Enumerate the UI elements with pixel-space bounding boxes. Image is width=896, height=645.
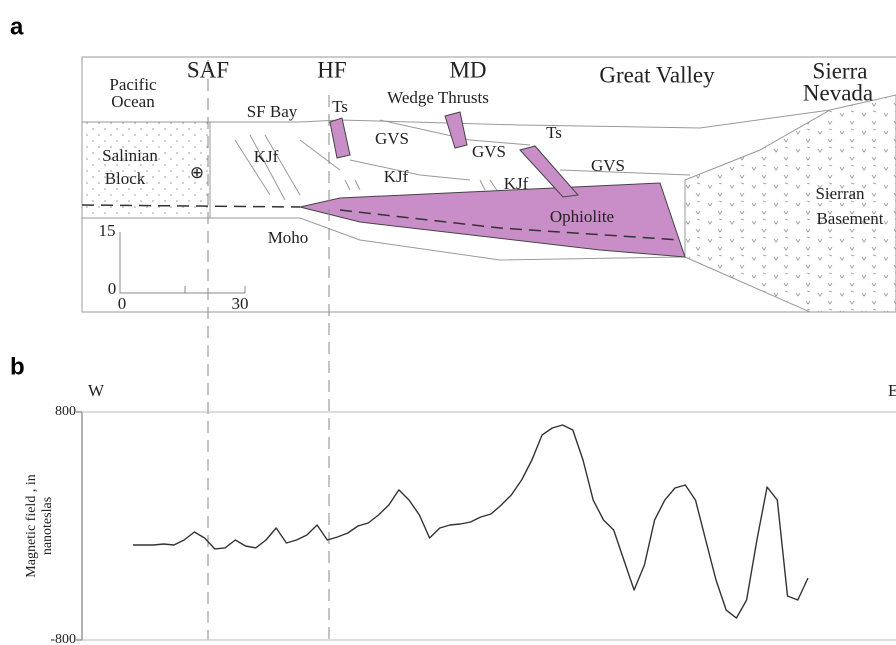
section-label: Basement [816, 209, 883, 228]
section-label: Ts [332, 97, 348, 116]
ophiolite-body [300, 183, 685, 257]
y-axis-label: nanoteslas [40, 497, 55, 555]
figure: a b W E SAFHFMDGreat ValleySierraNevadaP… [0, 0, 896, 645]
section-label: ⊕ [190, 163, 204, 182]
section-label: Moho [268, 228, 309, 247]
section-label: 30 [232, 294, 249, 313]
hf-body [330, 118, 350, 158]
section-label: Ophiolite [550, 207, 614, 226]
section-label: KJf [504, 174, 529, 193]
section-label: 15 [99, 221, 116, 240]
magnetic-profile [133, 425, 808, 618]
section-label: MD [449, 57, 486, 82]
section-label: HF [317, 57, 346, 82]
cross-section [82, 57, 896, 312]
section-label: Salinian [102, 146, 158, 165]
section-label: 0 [118, 294, 127, 313]
section-label: SF Bay [247, 102, 298, 121]
section-label: GVS [375, 129, 409, 148]
sierran-basement [685, 95, 896, 312]
section-label: Sierran [815, 184, 865, 203]
section-label: GVS [591, 156, 625, 175]
section-label: 0 [108, 279, 117, 298]
section-label: Block [105, 169, 146, 188]
y-axis-label: Magnetic field , in [24, 474, 39, 577]
scale-bar [120, 232, 245, 293]
east-label: E [888, 381, 896, 400]
section-label: KJf [384, 167, 409, 186]
md-body [445, 112, 467, 148]
section-label: Ts [546, 123, 562, 142]
section-label: KJf [254, 147, 279, 166]
section-label: Wedge Thrusts [387, 88, 489, 107]
section-label: SAF [187, 57, 229, 82]
section-label: Great Valley [599, 62, 715, 87]
y-tick-label: -800 [50, 632, 76, 645]
section-label: Nevada [803, 80, 873, 105]
section-label: Ocean [111, 92, 155, 111]
panel-letter: a [10, 13, 24, 40]
section-label: GVS [472, 142, 506, 161]
panel-letter: b [10, 353, 25, 380]
west-label: W [88, 381, 105, 400]
y-tick-label: 800 [55, 404, 76, 419]
